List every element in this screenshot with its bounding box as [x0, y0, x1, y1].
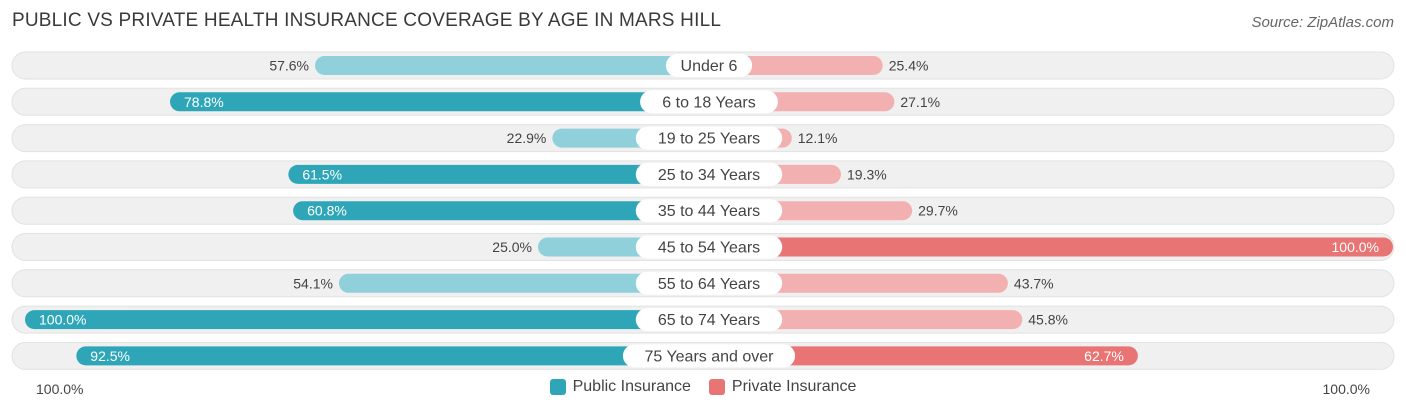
chart-title: PUBLIC VS PRIVATE HEALTH INSURANCE COVER…	[12, 10, 722, 31]
value-label-public: 57.6%	[269, 58, 309, 74]
value-label-private: 45.8%	[1028, 312, 1068, 328]
category-pill	[635, 308, 783, 332]
bar-private	[709, 273, 1008, 293]
legend-label-public: Public Insurance	[572, 378, 691, 395]
legend-swatch-private	[708, 379, 725, 395]
category-label: 55 to 64 Years	[658, 276, 760, 293]
category-label: 65 to 74 Years	[658, 312, 760, 329]
bar-public	[288, 164, 709, 184]
value-label-public: 54.1%	[293, 275, 333, 291]
value-label-public: 60.8%	[307, 203, 347, 219]
value-label-public: 100.0%	[39, 312, 86, 328]
bar-public	[76, 346, 710, 366]
value-label-private: 12.1%	[798, 130, 838, 146]
value-label-private: 62.7%	[1084, 348, 1124, 364]
category-pill	[635, 126, 783, 150]
bar-private	[709, 237, 1393, 257]
value-label-public: 78.8%	[184, 94, 224, 110]
legend-item-public: Public Insurance	[549, 378, 691, 396]
category-label: 45 to 54 Years	[658, 240, 760, 257]
category-pill	[622, 344, 796, 368]
value-label-private: 29.7%	[918, 203, 958, 219]
bar-private	[709, 346, 1138, 366]
value-label-private: 25.4%	[889, 58, 929, 74]
axis-right-label: 100.0%	[1322, 381, 1370, 397]
bar-public	[315, 56, 709, 75]
category-label: 25 to 34 Years	[658, 167, 760, 184]
category-pill	[640, 90, 778, 114]
bar-private	[709, 56, 883, 75]
bar-public	[170, 92, 709, 112]
legend-label-private: Private Insurance	[731, 378, 857, 395]
category-label: 6 to 18 Years	[662, 94, 755, 111]
category-label: 35 to 44 Years	[658, 203, 760, 220]
value-label-private: 19.3%	[847, 166, 887, 182]
category-pill	[635, 162, 783, 186]
axis-left-label: 100.0%	[36, 381, 84, 397]
category-pill	[665, 54, 753, 77]
category-label: 19 to 25 Years	[658, 131, 760, 148]
legend-swatch-public	[549, 379, 566, 395]
bar-public	[293, 201, 709, 221]
legend: Public Insurance Private Insurance	[0, 378, 1406, 396]
value-label-public: 25.0%	[492, 239, 532, 255]
value-label-public: 92.5%	[90, 348, 130, 364]
bar-private	[709, 310, 1023, 330]
diverging-bar-chart: 57.6% 25.4% Under 6 78.8% 27.1% 6 to 18 Years…	[11, 51, 1395, 370]
legend-item-private: Private Insurance	[708, 378, 857, 396]
category-pill	[635, 199, 783, 223]
category-label: Under 6	[681, 58, 738, 75]
bar-public	[25, 310, 709, 330]
bar-public	[338, 273, 709, 293]
value-label-private: 43.7%	[1014, 275, 1054, 291]
category-label: 75 Years and over	[645, 348, 775, 365]
category-pill	[635, 235, 783, 259]
source-credit: Source: ZipAtlas.com	[1251, 14, 1394, 31]
category-pill	[635, 271, 783, 295]
value-label-private: 100.0%	[1332, 239, 1379, 255]
value-label-private: 27.1%	[900, 94, 940, 110]
value-label-public: 61.5%	[302, 166, 342, 182]
value-label-public: 22.9%	[507, 130, 547, 146]
